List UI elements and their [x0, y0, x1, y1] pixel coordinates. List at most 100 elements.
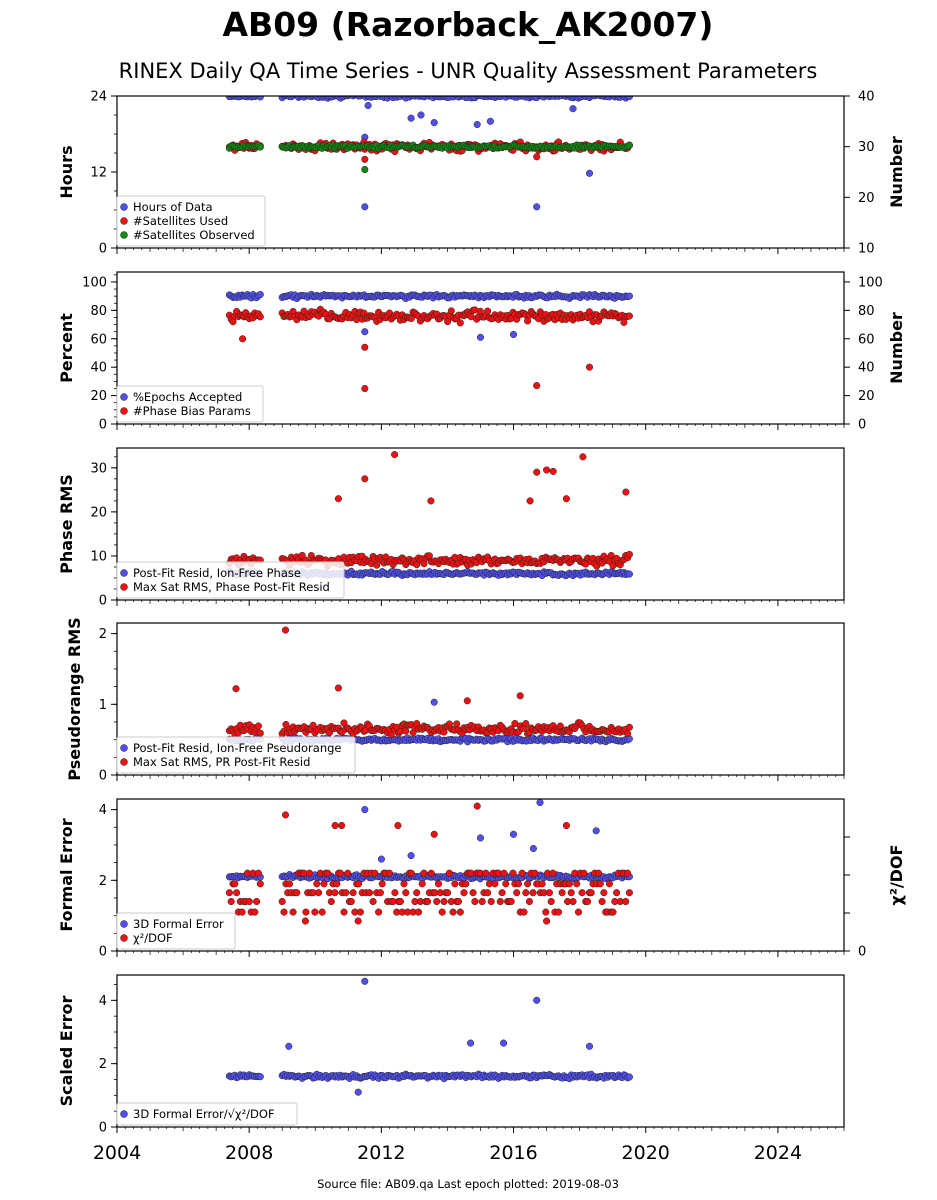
legend-marker — [120, 569, 128, 577]
data-point — [298, 551, 306, 559]
data-point-outlier — [562, 821, 570, 830]
data-point — [524, 880, 532, 888]
data-point-outlier — [529, 844, 537, 853]
data-point — [531, 869, 539, 877]
data-point — [469, 889, 477, 897]
data-point-outlier — [533, 153, 541, 161]
y-right-tick-label: 60 — [858, 332, 875, 347]
data-point — [402, 727, 410, 735]
data-point — [451, 880, 459, 888]
data-point — [355, 880, 363, 888]
data-point-outlier — [569, 105, 577, 113]
data-point — [482, 869, 490, 877]
y-tick-label: 1 — [99, 698, 107, 713]
y-tick-label: 40 — [90, 361, 107, 376]
y-tick-label: 20 — [90, 389, 107, 404]
legend-entry-2: #Satellites Used — [133, 214, 228, 228]
legend-box — [116, 1102, 298, 1126]
legend-marker — [120, 758, 128, 766]
data-point-outlier — [338, 821, 346, 830]
legend-entry-2: χ²/DOF — [133, 931, 173, 945]
data-point — [376, 889, 384, 897]
data-point-outlier — [361, 328, 369, 336]
data-point-outlier — [516, 692, 524, 700]
series-3 — [225, 141, 633, 174]
data-points — [225, 96, 633, 211]
legend-entry-1: Post-Fit Resid, Ion-Free Phase — [133, 566, 301, 580]
data-point — [507, 897, 515, 906]
y-right-tick-label: 10 — [858, 242, 875, 257]
data-point — [478, 897, 486, 906]
y-tick-label: 100 — [82, 275, 107, 290]
data-point-outlier — [361, 475, 369, 483]
data-point-outlier — [361, 977, 369, 985]
data-point-outlier — [377, 855, 385, 863]
legend: Hours of Data#Satellites Used#Satellites… — [116, 195, 266, 247]
data-point-outlier — [526, 497, 534, 505]
data-point — [238, 908, 246, 916]
data-point — [391, 889, 399, 897]
legend-marker — [120, 407, 128, 415]
chart-panel-2: 0 20 40 60 80 100 0 20 40 60 80 100 Number Percent %Ep… — [57, 271, 906, 433]
data-point — [456, 319, 464, 327]
data-point — [625, 141, 633, 149]
data-point — [256, 313, 264, 321]
data-point — [245, 897, 253, 906]
data-point — [320, 880, 328, 888]
data-point — [371, 869, 379, 877]
data-point-outlier — [543, 917, 551, 925]
legend: 3D Formal Error/√χ²/DOF — [116, 1102, 298, 1126]
data-point-outlier — [394, 821, 402, 830]
data-point — [625, 570, 633, 578]
data-point — [440, 897, 448, 906]
legend-box — [116, 736, 356, 774]
data-point — [285, 880, 294, 888]
data-point — [594, 869, 603, 877]
series-2 — [225, 451, 633, 570]
data-point — [502, 880, 510, 888]
data-point-outlier — [543, 466, 551, 474]
data-point — [496, 897, 504, 906]
data-point — [542, 908, 550, 916]
legend-entry-1: %Epochs Accepted — [133, 390, 242, 404]
data-point — [578, 889, 586, 897]
data-point — [289, 908, 297, 916]
data-point-outlier — [354, 1088, 362, 1096]
data-point — [522, 720, 530, 728]
y-tick-label: 80 — [90, 304, 107, 319]
data-point — [251, 908, 259, 916]
legend-entry-2: #Phase Bias Params — [133, 404, 251, 418]
y-tick-label: 0 — [99, 1121, 107, 1136]
y-tick-label: 0 — [99, 769, 107, 784]
data-point — [567, 889, 575, 897]
data-point — [529, 889, 537, 897]
data-point — [253, 897, 261, 906]
data-point — [293, 889, 301, 897]
data-point — [375, 908, 383, 916]
data-point — [444, 318, 452, 326]
y-tick-label: 0 — [99, 945, 107, 960]
data-point — [565, 880, 573, 888]
data-point — [513, 889, 521, 897]
data-point — [420, 869, 428, 877]
data-point — [311, 908, 319, 916]
y-right-tick-label: 80 — [858, 304, 875, 319]
data-point — [378, 880, 386, 888]
data-point — [340, 908, 348, 916]
series-2 — [225, 626, 633, 739]
data-point — [342, 889, 350, 897]
legend-marker — [120, 920, 128, 928]
data-point-outlier — [334, 495, 342, 503]
y-tick-label: 0 — [99, 418, 107, 433]
data-point — [344, 869, 352, 877]
legend-box — [116, 385, 264, 423]
legend-marker — [120, 231, 128, 239]
data-point — [414, 908, 423, 916]
data-point — [622, 897, 630, 906]
y-tick-label: 2 — [99, 1057, 107, 1072]
data-point — [444, 889, 452, 897]
